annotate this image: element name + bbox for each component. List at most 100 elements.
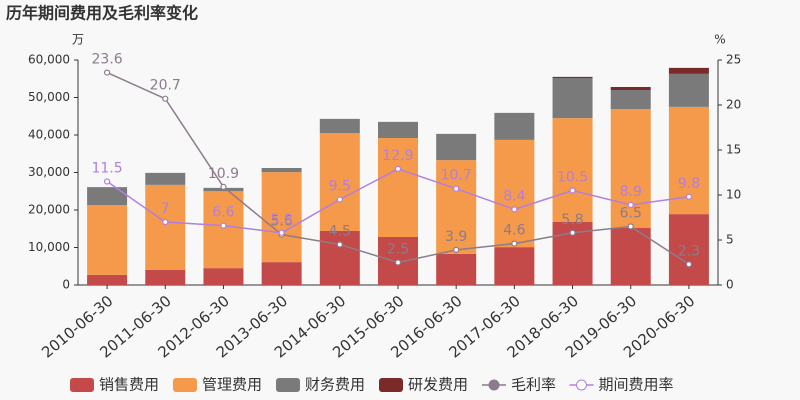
y-tick-label: 20,000 — [28, 203, 70, 217]
line-point — [394, 165, 402, 172]
bar — [319, 118, 360, 134]
line-point — [394, 259, 402, 266]
data-label: 8.4 — [503, 188, 525, 204]
bar — [552, 78, 593, 119]
bar — [319, 133, 360, 231]
bar — [668, 214, 709, 285]
legend-marker — [488, 379, 500, 391]
bar — [552, 118, 593, 222]
bar — [378, 138, 418, 237]
line-point — [569, 229, 576, 236]
bar — [610, 90, 651, 110]
line-point — [627, 201, 634, 208]
y-tick-label: 10,000 — [28, 240, 70, 254]
legend-label: 期间费用率 — [599, 376, 674, 394]
line-point — [336, 241, 343, 248]
bar — [668, 67, 709, 74]
data-label: 9.8 — [678, 176, 700, 192]
data-label: 23.6 — [92, 52, 123, 68]
legend-label: 销售费用 — [99, 376, 159, 394]
bar — [145, 270, 186, 285]
line-point — [220, 222, 227, 229]
line-point — [220, 183, 227, 190]
bar — [668, 73, 709, 107]
line-point — [103, 178, 111, 185]
y2-tick-label: 25 — [726, 53, 741, 67]
y-tick-label: 0 — [62, 278, 70, 292]
chart-title: 历年期间费用及毛利率变化 — [6, 4, 198, 23]
legend-marker — [173, 378, 197, 392]
data-label: 5.8 — [271, 212, 293, 228]
bar — [436, 133, 477, 161]
line-point — [685, 193, 693, 200]
line-point — [162, 95, 169, 102]
y2-tick-label: 10 — [726, 188, 741, 202]
data-label: 10.7 — [441, 168, 472, 184]
data-label: 8.9 — [620, 184, 642, 200]
line-point — [627, 223, 634, 230]
bar — [610, 87, 651, 90]
data-label: 5.6 — [271, 214, 293, 230]
bar — [261, 172, 302, 263]
bar — [610, 228, 651, 285]
bar — [203, 191, 244, 269]
bar — [203, 268, 244, 285]
y2-tick-label: 20 — [726, 98, 741, 112]
y-tick-label: 50,000 — [28, 90, 70, 104]
line-point — [453, 246, 460, 253]
bar — [145, 184, 186, 270]
bar — [552, 76, 593, 78]
bar — [494, 139, 535, 248]
legend-marker — [70, 378, 94, 392]
data-label: 6.5 — [620, 206, 642, 222]
line-point — [103, 69, 111, 76]
y2-tick-label: 0 — [726, 278, 734, 292]
legend-marker — [276, 378, 300, 392]
legend-label: 毛利率 — [511, 376, 556, 394]
line-point — [162, 218, 169, 226]
bar — [261, 262, 302, 285]
data-label: 5.8 — [561, 212, 583, 228]
y-unit: 万 — [72, 33, 84, 47]
legend-label: 财务费用 — [305, 376, 365, 394]
line-point — [511, 206, 518, 213]
legend-label: 研发费用 — [408, 376, 468, 394]
bar — [494, 247, 535, 285]
y2-tick-label: 15 — [726, 143, 741, 157]
bar — [378, 121, 418, 138]
data-label: 6.6 — [212, 205, 234, 221]
y-tick-label: 60,000 — [28, 53, 70, 67]
bar — [261, 168, 302, 173]
data-label: 4.6 — [503, 223, 525, 239]
data-label: 12.9 — [382, 148, 413, 164]
data-label: 3.9 — [445, 229, 467, 245]
data-label: 20.7 — [150, 78, 181, 94]
line-point — [511, 240, 518, 247]
line-point — [685, 261, 693, 268]
data-label: 10.9 — [208, 166, 239, 182]
line-point — [278, 229, 285, 236]
y-tick-label: 30,000 — [28, 165, 70, 179]
bar — [436, 160, 477, 254]
data-label: 2.3 — [678, 243, 700, 259]
data-label: 4.5 — [329, 224, 351, 240]
data-label: 11.5 — [92, 161, 123, 177]
data-label: 2.5 — [387, 242, 409, 258]
bar — [436, 253, 477, 285]
line-point — [569, 187, 576, 194]
y-tick-label: 40,000 — [28, 128, 70, 142]
line-point — [336, 196, 343, 203]
bar — [319, 231, 360, 285]
bar — [87, 274, 128, 285]
data-label: 9.5 — [329, 179, 351, 195]
bar — [494, 112, 535, 140]
legend-marker — [379, 378, 403, 392]
y2-tick-label: 5 — [726, 233, 734, 247]
legend-marker — [576, 379, 587, 391]
line-point — [453, 185, 460, 192]
y2-unit: % — [714, 33, 725, 47]
bar — [87, 205, 128, 275]
bar — [87, 187, 128, 206]
data-label: 7 — [161, 201, 170, 217]
